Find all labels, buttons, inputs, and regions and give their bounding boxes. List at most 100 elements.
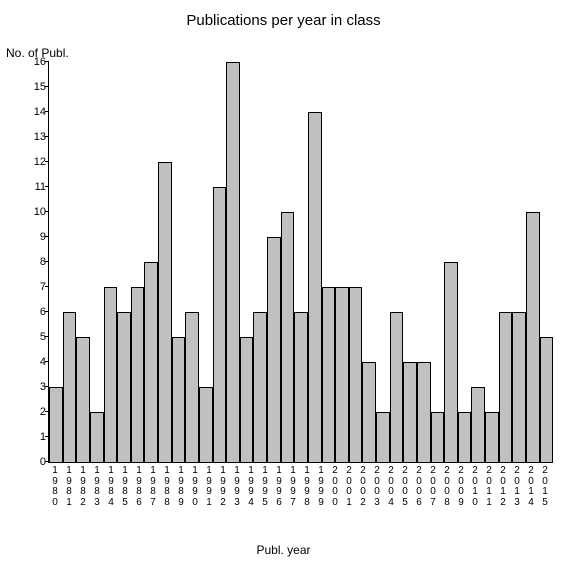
y-tick-mark (45, 286, 49, 287)
x-tick-label: 1998 (300, 464, 314, 508)
plot-area: 012345678910111213141516 (48, 62, 553, 463)
bar (49, 387, 63, 462)
x-tick-label: 1997 (286, 464, 300, 508)
x-tick-label: 2014 (524, 464, 538, 508)
x-tick-label: 2011 (482, 464, 496, 508)
x-tick-label: 2013 (510, 464, 524, 508)
x-tick-label: 1995 (258, 464, 272, 508)
x-axis-label: Publ. year (0, 543, 567, 557)
y-tick-mark (45, 111, 49, 112)
bar (213, 187, 227, 462)
bar (199, 387, 213, 462)
x-tick-label: 2005 (398, 464, 412, 508)
x-tick-label: 1994 (244, 464, 258, 508)
y-tick-label: 3 (40, 381, 49, 393)
bar (417, 362, 431, 462)
x-tick-label: 2003 (370, 464, 384, 508)
x-tick-label: 1990 (188, 464, 202, 508)
bar (76, 337, 90, 462)
bars-group (49, 62, 553, 462)
y-tick-label: 10 (34, 206, 49, 218)
x-tick-label: 1985 (118, 464, 132, 508)
y-tick-mark (45, 61, 49, 62)
bar (376, 412, 390, 462)
x-tick-label: 2004 (384, 464, 398, 508)
y-tick-label: 2 (40, 406, 49, 418)
x-tick-label: 1988 (160, 464, 174, 508)
x-tick-label: 1987 (146, 464, 160, 508)
x-tick-label: 1983 (90, 464, 104, 508)
x-tick-label: 1984 (104, 464, 118, 508)
x-tick-label: 2008 (440, 464, 454, 508)
bar (403, 362, 417, 462)
bar (308, 112, 322, 462)
bar (117, 312, 131, 462)
bar (512, 312, 526, 462)
x-tick-label: 1991 (202, 464, 216, 508)
bar (499, 312, 513, 462)
bar (335, 287, 349, 462)
y-tick-mark (45, 186, 49, 187)
bar (144, 262, 158, 462)
x-tick-label: 2012 (496, 464, 510, 508)
bar (540, 337, 554, 462)
bar (485, 412, 499, 462)
x-tick-label: 1992 (216, 464, 230, 508)
bar (253, 312, 267, 462)
y-tick-mark (45, 211, 49, 212)
bar (172, 337, 186, 462)
x-tick-label: 2001 (342, 464, 356, 508)
y-tick-label: 9 (40, 231, 49, 243)
y-tick-label: 15 (34, 81, 49, 93)
y-tick-label: 16 (34, 56, 49, 68)
chart-title: Publications per year in class (0, 12, 567, 29)
y-tick-mark (45, 436, 49, 437)
y-tick-mark (45, 411, 49, 412)
y-tick-label: 5 (40, 331, 49, 343)
bar (131, 287, 145, 462)
y-tick-label: 13 (34, 131, 49, 143)
x-tick-label: 2002 (356, 464, 370, 508)
bar (63, 312, 77, 462)
bar (185, 312, 199, 462)
bar (158, 162, 172, 462)
bar (267, 237, 281, 462)
bar (281, 212, 295, 462)
x-tick-label: 1999 (314, 464, 328, 508)
x-tick-label: 1996 (272, 464, 286, 508)
bar (458, 412, 472, 462)
y-tick-label: 8 (40, 256, 49, 268)
x-tick-label: 2015 (538, 464, 552, 508)
y-tick-label: 11 (35, 181, 49, 193)
bar (104, 287, 118, 462)
x-tick-label: 2000 (328, 464, 342, 508)
y-tick-mark (45, 461, 49, 462)
y-tick-mark (45, 161, 49, 162)
bar (240, 337, 254, 462)
y-tick-mark (45, 236, 49, 237)
bar (226, 62, 240, 462)
bar (294, 312, 308, 462)
y-tick-label: 4 (40, 356, 49, 368)
bar (90, 412, 104, 462)
y-tick-label: 7 (40, 281, 49, 293)
y-tick-label: 6 (40, 306, 49, 318)
y-tick-mark (45, 336, 49, 337)
y-tick-mark (45, 386, 49, 387)
bar (471, 387, 485, 462)
x-tick-label: 1989 (174, 464, 188, 508)
y-tick-mark (45, 136, 49, 137)
y-tick-mark (45, 311, 49, 312)
y-tick-mark (45, 361, 49, 362)
x-ticks: 1980198119821983198419851986198719881989… (48, 464, 552, 508)
x-tick-label: 1986 (132, 464, 146, 508)
x-tick-label: 1982 (76, 464, 90, 508)
x-tick-label: 2010 (468, 464, 482, 508)
bar (526, 212, 540, 462)
bar (431, 412, 445, 462)
bar (362, 362, 376, 462)
y-tick-label: 14 (34, 106, 49, 118)
y-tick-mark (45, 86, 49, 87)
y-tick-label: 1 (40, 431, 49, 443)
x-tick-label: 2006 (412, 464, 426, 508)
